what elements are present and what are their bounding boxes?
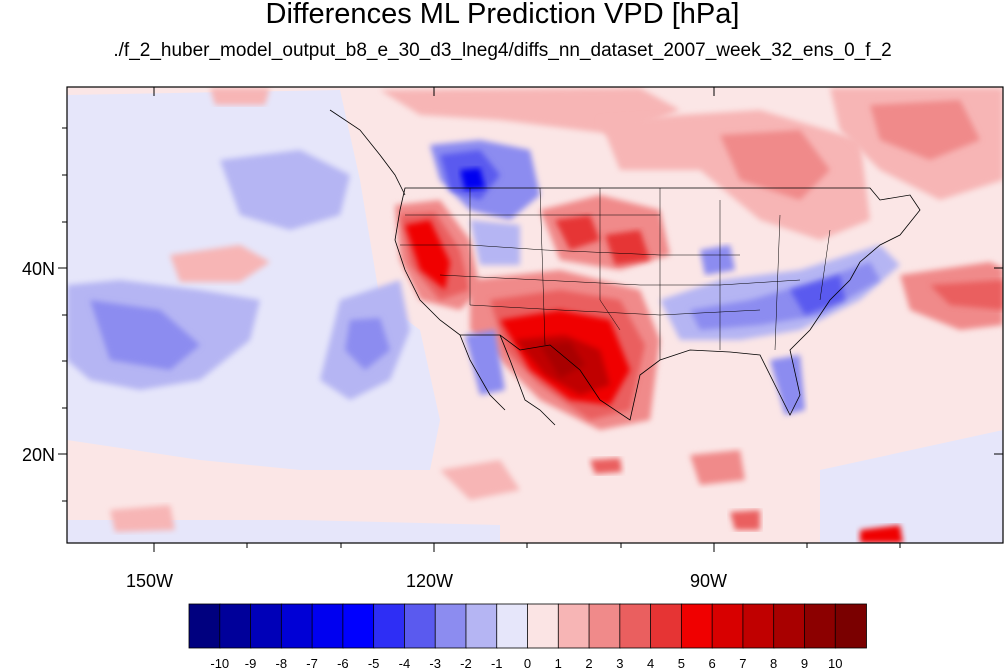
colorbar-swatch (680, 603, 714, 649)
colorbar-swatch (496, 603, 529, 649)
colorbar-swatch (711, 603, 744, 649)
colorbar-tick-label: -8 (275, 656, 288, 671)
colorbar-swatch (188, 603, 221, 649)
lon-label-90w: 90W (690, 571, 728, 591)
lon-ticks (153, 87, 901, 552)
colorbar-swatch (465, 603, 498, 649)
colorbar-swatch (527, 603, 560, 649)
colorbar-swatch (742, 603, 775, 649)
colorbar-tick-label: -9 (244, 656, 257, 671)
map-title: Differences ML Prediction VPD [hPa] (265, 0, 740, 30)
colorbar-tick-label: 2 (585, 656, 593, 671)
colorbar-swatch (773, 603, 806, 649)
colorbar-tick-label: 8 (770, 656, 778, 671)
colorbar-swatch (650, 603, 683, 649)
map-subtitle: ./f_2_huber_model_output_b8_e_30_d3_lneg… (113, 40, 892, 61)
colorbar-tick-label: -3 (429, 656, 441, 671)
colorbar-tick-label: 1 (554, 656, 562, 671)
state-borders (400, 187, 831, 360)
lat-label-40n: 40N (22, 259, 56, 279)
colorbar-swatch (557, 603, 590, 649)
colorbar-tick-label: -6 (337, 656, 349, 671)
colorbar-swatch (311, 603, 344, 649)
colorbar-swatch (834, 603, 867, 649)
colorbar-swatch (434, 603, 467, 649)
vpd-difference-field (67, 87, 1003, 543)
colorbar-swatch (404, 603, 437, 649)
colorbar-tick-label: 6 (708, 656, 716, 671)
colorbar-swatch (342, 603, 375, 649)
colorbar-tick-label: -10 (210, 656, 230, 671)
colorbar-swatch (250, 603, 283, 649)
colorbar-tick-label: -5 (367, 656, 380, 671)
country-borders (329, 109, 921, 426)
colorbar-tick-label: 0 (523, 656, 532, 671)
lon-label-120w: 120W (406, 571, 454, 591)
colorbar-tick-label: 3 (616, 656, 624, 671)
colorbar-swatch (588, 603, 621, 649)
colorbar-tick-label: 5 (677, 656, 685, 671)
colorbar-tick-label: 9 (800, 656, 809, 671)
colorbar-swatch (373, 603, 406, 649)
lat-label-20n: 20N (22, 445, 56, 465)
lat-ticks (58, 127, 1003, 502)
colorbar-tick-label: -4 (398, 656, 411, 671)
colorbar (188, 603, 867, 649)
colorbar-tick-label: 4 (646, 656, 655, 671)
colorbar-swatch (219, 603, 252, 649)
colorbar-swatch (280, 603, 313, 649)
colorbar-tick-label: -7 (306, 656, 318, 671)
colorbar-tick-label: -2 (460, 656, 472, 671)
colorbar-tick-label: -1 (490, 656, 503, 671)
colorbar-tick-label: 10 (827, 656, 843, 671)
colorbar-swatch (619, 603, 652, 649)
colorbar-tick-label: 7 (739, 656, 747, 671)
lon-label-150w: 150W (126, 571, 174, 591)
colorbar-swatch (804, 603, 837, 649)
